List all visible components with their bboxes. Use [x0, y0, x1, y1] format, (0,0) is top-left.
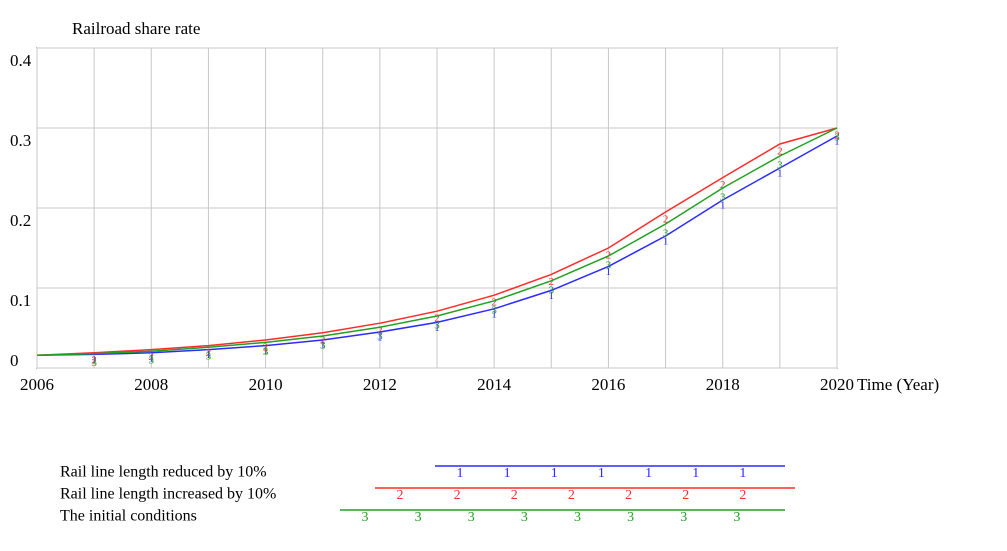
legend-marker: 3	[733, 510, 740, 525]
series-marker: 1	[606, 266, 612, 278]
series-marker: 1	[377, 332, 383, 344]
series-marker: 2	[434, 313, 440, 325]
series-marker: 1	[777, 168, 783, 180]
x-tick-label: 2008	[134, 375, 168, 394]
legend-marker: 3	[521, 510, 528, 525]
series-marker: 1	[491, 308, 497, 320]
series-marker: 3	[663, 228, 669, 240]
series-marker: 3	[777, 160, 783, 172]
x-tick-label: 2014	[477, 375, 512, 394]
legend-marker: 2	[397, 488, 404, 503]
x-tick-label: 2016	[591, 375, 625, 394]
series-marker: 2	[834, 130, 840, 142]
x-tick-label: 2006	[20, 375, 54, 394]
y-tick-label: 0.1	[10, 291, 31, 310]
legend-marker: 1	[692, 466, 699, 481]
legend-marker: 2	[625, 488, 632, 503]
series-marker: 3	[834, 132, 840, 144]
legend-label: Rail line length increased by 10%	[60, 486, 276, 503]
series-marker: 2	[263, 342, 269, 354]
legend-marker: 1	[457, 466, 464, 481]
series-marker: 3	[491, 304, 497, 316]
series-marker: 3	[377, 331, 383, 343]
series-marker: 2	[320, 334, 326, 346]
series-marker: 3	[434, 320, 440, 332]
series-marker: 1	[434, 322, 440, 334]
series-marker: 3	[320, 340, 326, 352]
legend-marker: 3	[468, 510, 475, 525]
series-marker: 3	[149, 355, 155, 367]
series-marker: 2	[549, 276, 555, 288]
legend-marker: 2	[511, 488, 518, 503]
series-marker: 1	[663, 236, 669, 248]
legend-marker: 3	[627, 510, 634, 525]
legend-label: The initial conditions	[60, 508, 197, 525]
legend-marker: 3	[574, 510, 581, 525]
series-marker: 1	[320, 340, 326, 352]
series-marker: 2	[720, 179, 726, 191]
series-marker: 2	[663, 214, 669, 226]
series-marker: 2	[377, 325, 383, 337]
series-marker: 2	[777, 146, 783, 158]
series-marker: 2	[149, 351, 155, 363]
series-marker: 1	[720, 200, 726, 212]
series-line	[36, 127, 838, 356]
series-marker: 3	[549, 284, 555, 296]
series-marker: 2	[91, 354, 97, 366]
legend-marker: 2	[739, 488, 746, 503]
series-marker: 1	[549, 290, 555, 302]
legend-label: Rail line length reduced by 10%	[60, 464, 267, 481]
series-marker: 1	[263, 345, 269, 357]
series-marker: 1	[149, 352, 155, 364]
series-marker: 1	[91, 354, 97, 366]
legend-marker: 1	[598, 466, 605, 481]
series-marker: 3	[263, 346, 269, 358]
series-marker: 2	[206, 347, 212, 359]
series-marker: 3	[720, 192, 726, 204]
y-tick-label: 0.3	[10, 131, 31, 150]
series-marker: 1	[206, 349, 212, 361]
legend-marker: 2	[454, 488, 461, 503]
chart-title: Railroad share rate	[72, 19, 200, 38]
x-tick-label: 2012	[363, 375, 397, 394]
x-axis-label: Time (Year)	[857, 375, 939, 394]
series-marker: 3	[91, 357, 97, 369]
series-marker: 1	[834, 136, 840, 148]
legend-marker: 3	[362, 510, 369, 525]
legend-marker: 3	[415, 510, 422, 525]
legend-marker: 1	[645, 466, 652, 481]
series-line	[36, 127, 838, 356]
series-marker: 3	[606, 260, 612, 272]
legend-marker: 2	[682, 488, 689, 503]
y-tick-label: 0.4	[10, 51, 32, 70]
x-tick-label: 2020	[820, 375, 854, 394]
legend-marker: 3	[680, 510, 687, 525]
series-marker: 3	[206, 351, 212, 363]
legend-marker: 2	[568, 488, 575, 503]
y-tick-label: 0.2	[10, 211, 31, 230]
legend-marker: 1	[551, 466, 558, 481]
x-tick-label: 2010	[249, 375, 283, 394]
legend-marker: 1	[504, 466, 511, 481]
x-tick-label: 2018	[706, 375, 740, 394]
series-marker: 2	[491, 297, 497, 309]
y-tick-label: 0	[10, 351, 19, 370]
series-line	[36, 135, 838, 356]
legend-marker: 1	[739, 466, 746, 481]
